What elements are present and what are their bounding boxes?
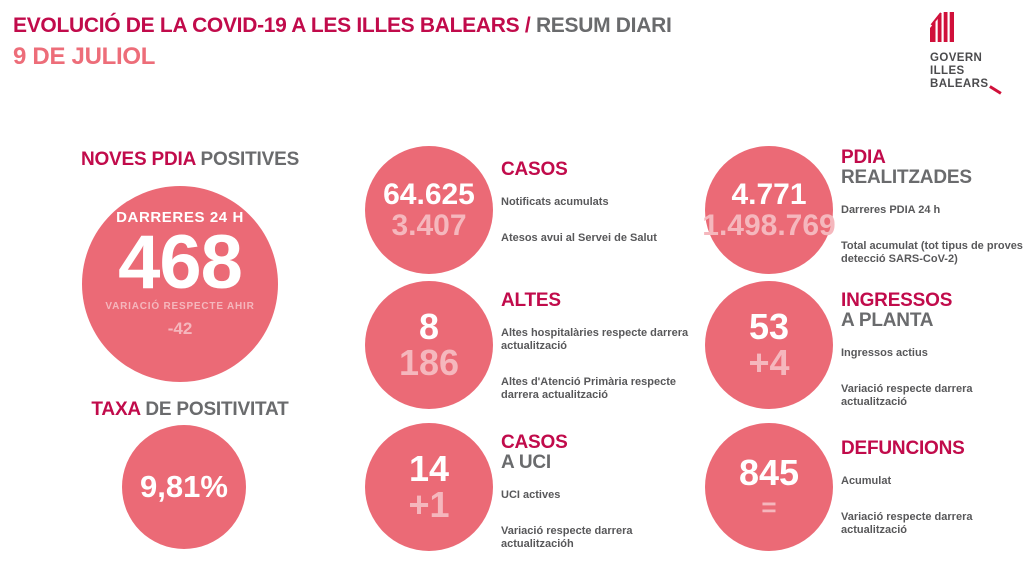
header: EVOLUCIÓ DE LA COVID-19 A LES ILLES BALE… — [13, 14, 672, 71]
logo-slash-icon — [989, 84, 1003, 94]
uci-variation-value: +1 — [408, 484, 450, 525]
pdia-caption-1: Darreres PDIA 24 h — [841, 204, 941, 216]
ingressos-caption-1: Ingressos actius — [841, 347, 928, 359]
pdia-title: PDIA REALITZADES — [841, 147, 972, 188]
logo-line2: ILLES — [930, 65, 965, 77]
defuncions-title: DEFUNCIONS — [841, 438, 965, 459]
govern-illes-balears-logo: GOVERN ILLES BALEARS — [930, 12, 1003, 94]
uci-actives-value: 14 — [408, 448, 450, 489]
pdia-caption-2: Total acumulat (tot tipus de proves dete… — [841, 240, 1023, 265]
ingressos-circle: 53 +4 — [705, 281, 833, 409]
ingressos-title: INGRESSOS A PLANTA — [841, 290, 953, 331]
card-casos-uci: 14 +1 CASOS A UCI UCI actives Variació r… — [365, 423, 695, 557]
casos-caption-2: Atesos avui al Servei de Salut — [501, 232, 657, 244]
card-defuncions: 845 = DEFUNCIONS Acumulat Variació respe… — [705, 423, 1024, 557]
casos-avui-value: 3.407 — [391, 209, 467, 242]
casos-circle: 64.625 3.407 — [365, 146, 493, 274]
defuncions-circle: 845 = — [705, 423, 833, 551]
pdia-24h-value: 4.771 — [731, 178, 807, 211]
altes-text: ALTES Altes hospitalàries respecte darre… — [501, 291, 693, 425]
page-title: EVOLUCIÓ DE LA COVID-19 A LES ILLES BALE… — [13, 14, 672, 38]
card-ingressos-planta: 53 +4 INGRESSOS A PLANTA Ingressos actiu… — [705, 281, 1024, 415]
pdia-total-value: 1.498.769 — [702, 209, 836, 242]
defuncions-variation-value: = — [761, 491, 777, 522]
altes-caption-1: Altes hospitalàries respecte darrera act… — [501, 327, 689, 352]
card-casos: 64.625 3.407 CASOS Notificats acumulats … — [365, 146, 695, 280]
pdia-circle: 4.771 1.498.769 — [702, 146, 836, 274]
card-pdia-realitzades: 4.771 1.498.769 PDIA REALITZADES Darrere… — [702, 146, 1024, 280]
ingressos-actius-value: 53 — [748, 306, 790, 347]
uci-caption-1: UCI actives — [501, 489, 561, 501]
casos-acumulats-value: 64.625 — [383, 178, 475, 211]
altes-circle: 8 186 — [365, 281, 493, 409]
altes-hospitalaries-value: 8 — [418, 306, 440, 347]
uci-title: CASOS A UCI — [501, 432, 568, 473]
uci-circle: 14 +1 — [365, 423, 493, 551]
report-date: 9 DE JULIOL — [13, 43, 156, 70]
casos-text: CASOS Notificats acumulats Atesos avui a… — [501, 160, 693, 268]
altes-caption-2: Altes d'Atenció Primària respecte darrer… — [501, 376, 677, 401]
variation-value: -42 — [167, 319, 193, 338]
altes-primaria-value: 186 — [398, 342, 460, 383]
uci-caption-2: Variació respecte darrera actualitzacióh — [501, 525, 633, 550]
noves-pdia-heading: NOVES PDIA POSITIVES — [80, 149, 300, 170]
pdia-text: PDIA REALITZADES Darreres PDIA 24 h Tota… — [841, 148, 1024, 289]
ingressos-text: INGRESSOS A PLANTA Ingressos actius Vari… — [841, 291, 1024, 432]
noves-pdia-circle: DARRERES 24 H 468 VARIACIÓ RESPECTE AHIR… — [82, 186, 278, 382]
defuncions-acumulat-value: 845 — [738, 451, 800, 493]
casos-caption-1: Notificats acumulats — [501, 196, 609, 208]
senyera-flag-icon — [930, 12, 954, 42]
defuncions-caption-1: Acumulat — [841, 475, 892, 487]
taxa-positivitat-value: 9,81% — [140, 469, 228, 504]
casos-title: CASOS — [501, 159, 568, 180]
logo-line3: BALEARS — [930, 78, 1003, 94]
darreres-24h-label: DARRERES 24 H — [116, 209, 244, 226]
defuncions-text: DEFUNCIONS Acumulat Variació respecte da… — [841, 439, 1024, 560]
card-altes: 8 186 ALTES Altes hospitalàries respecte… — [365, 281, 695, 415]
variation-label: VARIACIÓ RESPECTE AHIR — [105, 301, 255, 312]
page-title-red: EVOLUCIÓ DE LA COVID-19 A LES ILLES BALE… — [13, 14, 531, 37]
noves-pdia-value: 468 — [118, 220, 243, 305]
ingressos-caption-2: Variació respecte darrera actualització — [841, 383, 973, 408]
logo-line1: GOVERN — [930, 52, 983, 64]
taxa-positivitat-heading: TAXA DE POSITIVITAT — [91, 399, 289, 420]
taxa-positivitat-circle: 9,81% — [122, 425, 246, 549]
page-title-gray: RESUM DIARI — [535, 14, 672, 37]
logo-text: GOVERN ILLES BALEARS — [930, 52, 1003, 94]
defuncions-caption-2: Variació respecte darrera actualització — [841, 511, 973, 536]
altes-title: ALTES — [501, 290, 561, 311]
uci-text: CASOS A UCI UCI actives Variació respect… — [501, 433, 693, 574]
ingressos-variation-value: +4 — [748, 342, 790, 383]
